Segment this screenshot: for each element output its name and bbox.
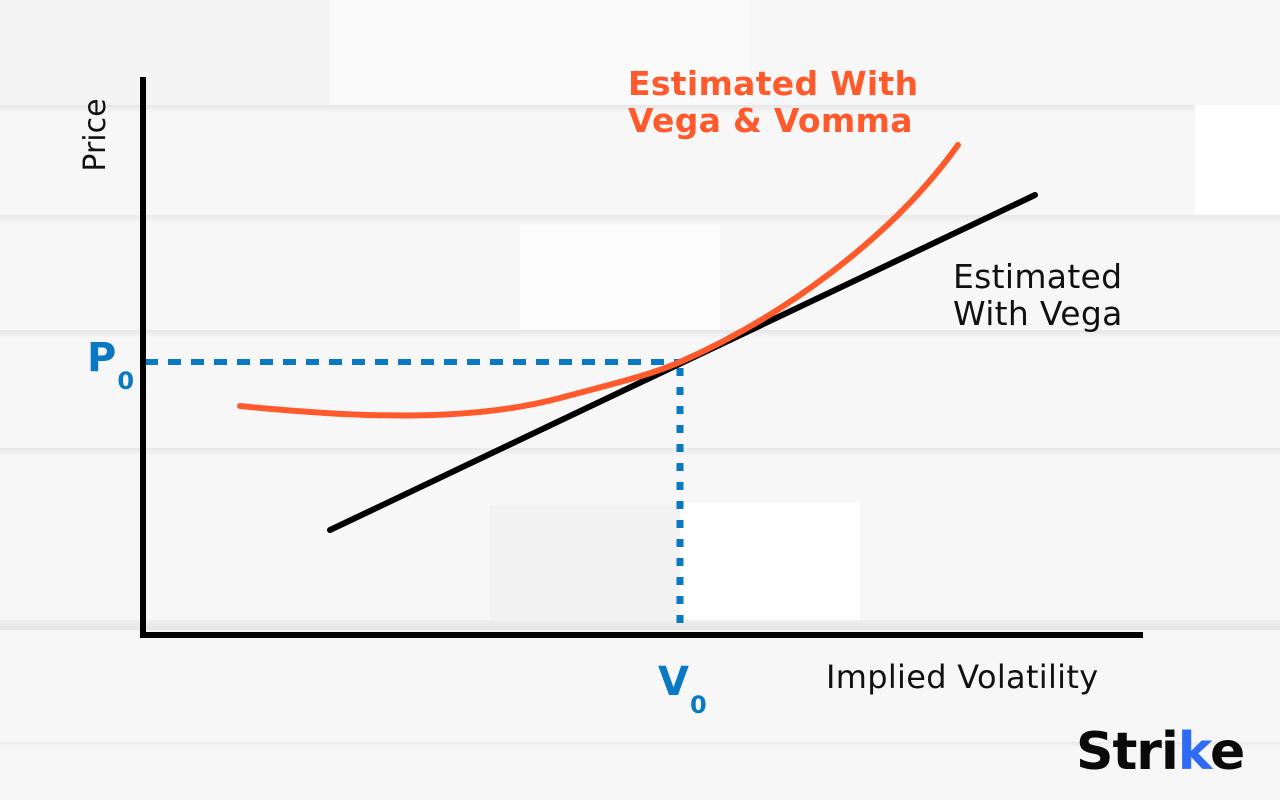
background-tile xyxy=(680,502,860,622)
p0-main: P xyxy=(87,335,117,381)
y-axis-label: Price xyxy=(78,98,114,172)
vega-label-line2: With Vega xyxy=(953,293,1123,333)
background-tile xyxy=(0,330,1280,338)
background-tile xyxy=(0,742,1280,748)
background-tile xyxy=(0,448,1280,456)
strike-logo: Strike xyxy=(1076,722,1245,782)
background-tile xyxy=(0,620,1280,630)
p0-tick-label: P0 xyxy=(87,335,134,395)
vega-vomma-estimate-curve xyxy=(237,142,961,419)
p0-subscript: 0 xyxy=(117,367,135,395)
vega-vomma-series-label: Estimated With Vega & Vomma xyxy=(628,64,919,140)
background-tile xyxy=(0,215,1280,223)
background-tile xyxy=(330,0,750,105)
v0-tick-label: V0 xyxy=(658,659,707,719)
background-tile xyxy=(0,0,330,105)
x-axis-label: Implied Volatility xyxy=(826,658,1099,696)
logo-text-main: Stri xyxy=(1076,722,1179,782)
background-tile xyxy=(1195,105,1280,215)
vega-vomma-label-line1: Estimated With xyxy=(628,64,919,103)
vega-series-label: Estimated With Vega xyxy=(953,257,1123,333)
v0-main: V xyxy=(658,659,689,705)
logo-text-accent: k xyxy=(1177,722,1211,782)
v0-subscript: 0 xyxy=(689,691,707,719)
vega-vomma-label-line2: Vega & Vomma xyxy=(628,100,913,140)
background-tile xyxy=(490,505,680,623)
background-tile xyxy=(520,225,720,330)
vega-label-line1: Estimated xyxy=(953,257,1123,296)
background-tile xyxy=(0,105,1280,113)
logo-text-end: e xyxy=(1209,722,1245,782)
